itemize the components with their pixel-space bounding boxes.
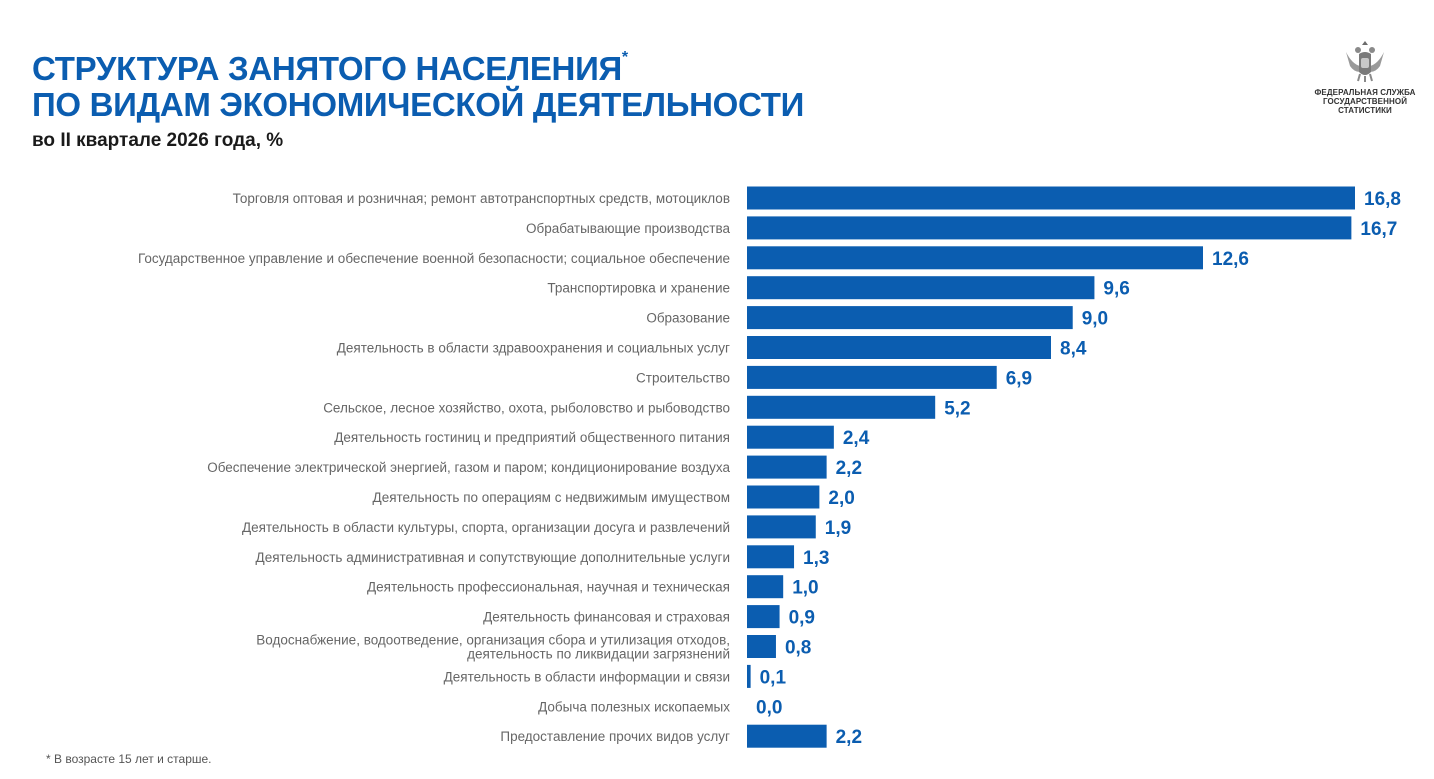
value-label: 2,2 [836, 727, 862, 748]
category-label: Деятельность в области здравоохранения и… [337, 341, 730, 356]
value-label: 6,9 [1006, 368, 1032, 389]
value-label: 2,2 [836, 458, 862, 479]
category-label: Образование [646, 311, 730, 326]
category-label: Деятельность в области культуры, спорта,… [242, 520, 730, 535]
category-label: Обрабатывающие производства [526, 221, 730, 236]
value-label: 2,4 [843, 428, 870, 449]
bar [747, 336, 1051, 359]
value-label: 5,2 [944, 398, 970, 419]
bar [747, 724, 827, 748]
value-label: 0,1 [760, 667, 787, 688]
title-line-2: ПО ВИДАМ ЭКОНОМИЧЕСКОЙ ДЕЯТЕЛЬНОСТИ [32, 86, 804, 123]
rosstat-logo: ФЕДЕРАЛЬНАЯ СЛУЖБА ГОСУДАРСТВЕННОЙ СТАТИ… [1310, 38, 1420, 115]
value-label: 9,6 [1103, 279, 1129, 300]
category-label: Водоснабжение, водоотведение, организаци… [256, 633, 730, 662]
category-label: Транспортировка и хранение [547, 281, 730, 296]
bar [747, 186, 1355, 210]
bar [747, 605, 780, 629]
bar [747, 485, 820, 509]
value-label: 9,0 [1082, 309, 1108, 330]
title-footnote-mark: * [621, 49, 628, 66]
category-label: Торговля оптовая и розничная; ремонт авт… [233, 191, 730, 206]
category-label: Деятельность гостиниц и предприятий обще… [334, 430, 730, 445]
bar [747, 246, 1203, 270]
category-label: Деятельность по операциям с недвижимым и… [373, 490, 730, 505]
category-label: Деятельность в области информации и связ… [444, 669, 730, 684]
page-subtitle: во II квартале 2026 года, % [32, 130, 284, 151]
logo-line-3: СТАТИСТИКИ [1338, 106, 1392, 115]
bar [747, 455, 827, 479]
category-label: Деятельность финансовая и страховая [483, 610, 730, 625]
category-label: Деятельность административная и сопутств… [256, 550, 730, 565]
value-label: 0,0 [756, 697, 782, 718]
logo-line-2: ГОСУДАРСТВЕННОЙ [1322, 97, 1408, 106]
bar [747, 216, 1352, 240]
bar [747, 664, 751, 688]
page-title: СТРУКТУРА ЗАНЯТОГО НАСЕЛЕНИЯ* ПО ВИДАМ Э… [32, 46, 804, 123]
bar [747, 425, 834, 449]
value-label: 1,0 [792, 578, 818, 599]
category-label: Добыча полезных ископаемых [538, 699, 730, 714]
value-label: 8,4 [1060, 339, 1087, 360]
bar [747, 306, 1073, 330]
category-label: Предоставление прочих видов услуг [500, 729, 730, 744]
title-line-1: СТРУКТУРА ЗАНЯТОГО НАСЕЛЕНИЯ [32, 50, 622, 87]
value-label: 16,7 [1360, 219, 1397, 240]
value-label: 0,8 [785, 638, 811, 659]
bar [747, 575, 784, 599]
value-label: 2,0 [828, 488, 854, 509]
bar [747, 276, 1095, 300]
bar [747, 365, 997, 389]
value-label: 0,9 [789, 608, 815, 629]
category-label: Строительство [636, 370, 730, 385]
bar [747, 395, 936, 419]
category-label: Деятельность профессиональная, научная и… [367, 580, 730, 595]
value-label: 1,9 [825, 518, 851, 539]
value-label: 12,6 [1212, 249, 1249, 270]
footnote: * В возрасте 15 лет и старше. [46, 752, 212, 766]
logo-line-1: ФЕДЕРАЛЬНАЯ СЛУЖБА [1314, 88, 1416, 97]
bar [747, 545, 795, 569]
category-label: Государственное управление и обеспечение… [138, 251, 730, 266]
logo-caption: ФЕДЕРАЛЬНАЯ СЛУЖБА ГОСУДАРСТВЕННОЙ СТАТИ… [1310, 88, 1420, 115]
value-label: 1,3 [803, 548, 829, 569]
bar [747, 635, 776, 658]
bar [747, 515, 816, 539]
eagle-emblem-icon [1346, 41, 1384, 82]
category-label: Сельское, лесное хозяйство, охота, рыбол… [323, 400, 730, 415]
category-label: Обеспечение электрической энергией, газо… [207, 460, 730, 475]
value-label: 16,8 [1364, 189, 1401, 210]
